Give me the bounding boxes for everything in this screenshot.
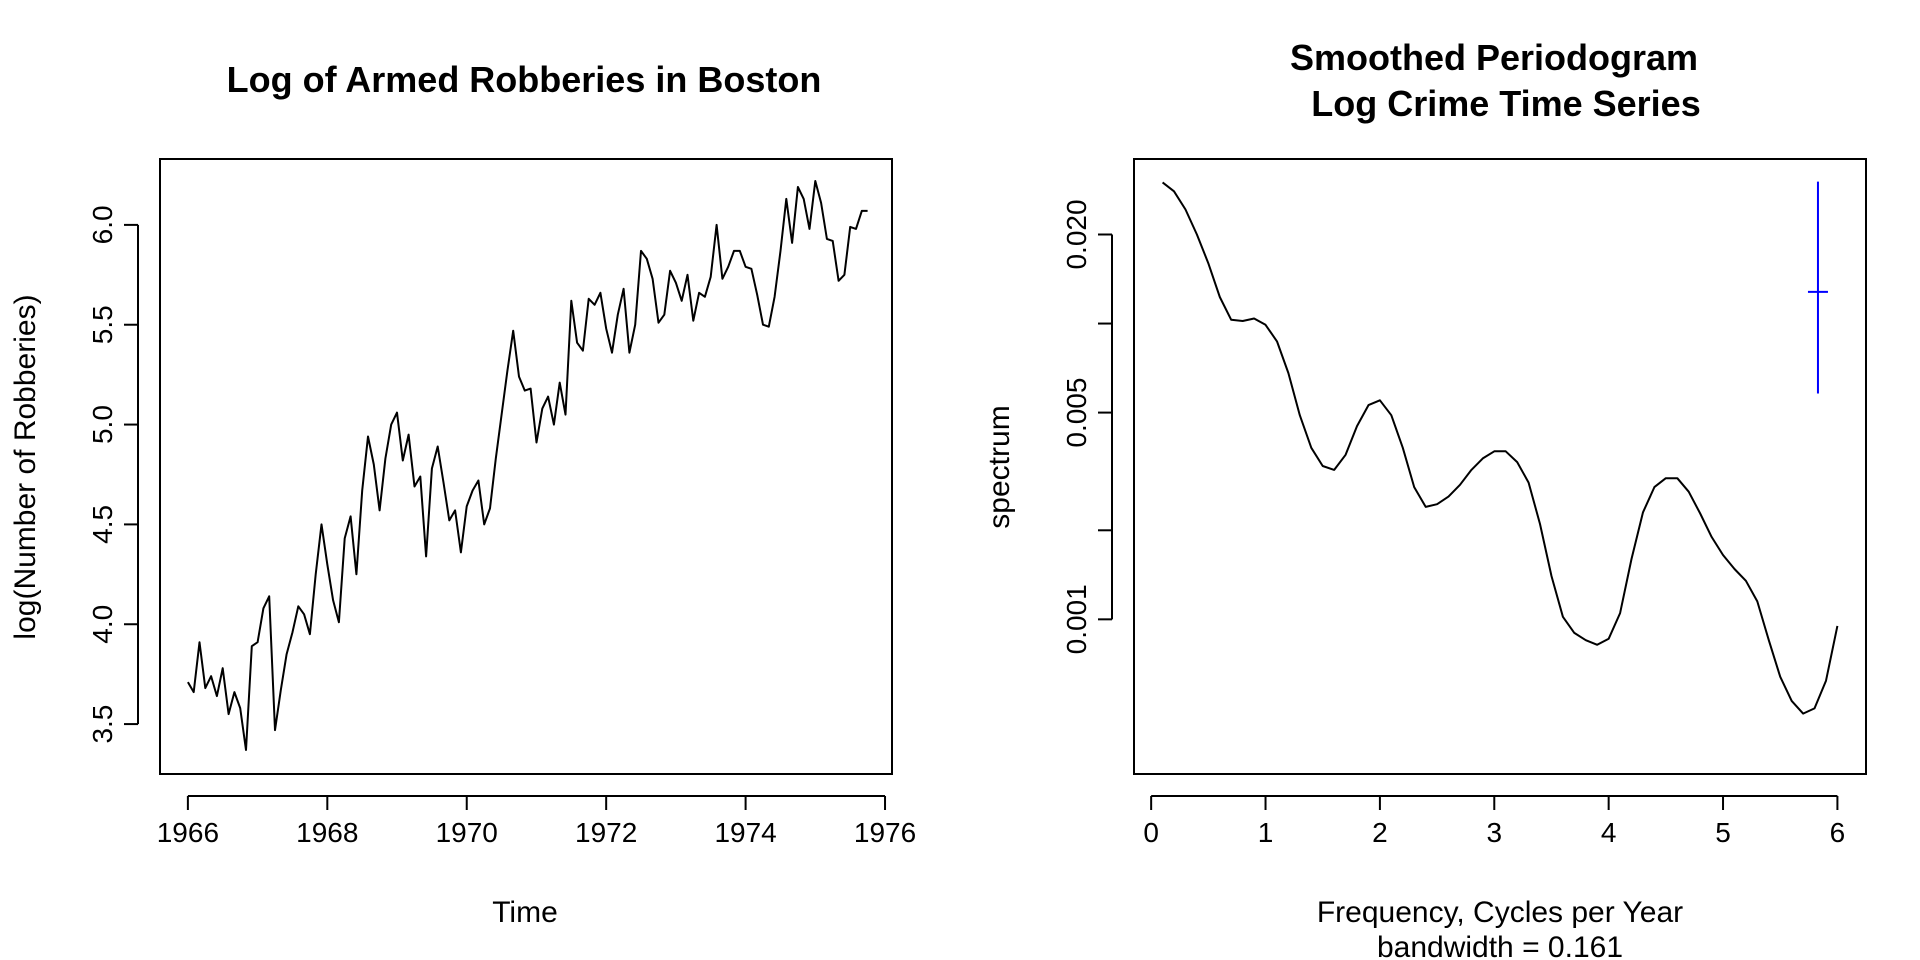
left-y-tick-label: 5.0	[87, 405, 118, 444]
left-y-tick-label: 4.0	[87, 605, 118, 644]
left-y-axis-label: log(Number of Robberies)	[9, 294, 42, 639]
left-x-tick-label: 1976	[854, 817, 916, 848]
right-x-tick-label: 6	[1830, 817, 1846, 848]
right-y-tick-label: 0.020	[1061, 199, 1092, 269]
left-y-tick-label: 3.5	[87, 705, 118, 744]
right-plot-frame	[1133, 158, 1867, 775]
right-y-axis: 0.001 0.005 0.020	[1061, 199, 1113, 654]
left-y-tick-label: 6.0	[87, 205, 118, 244]
left-chart-panel: Log of Armed Robberies in Boston 1966 196…	[9, 59, 916, 929]
right-series-group	[1161, 181, 1839, 715]
left-x-tick-label: 1974	[714, 817, 776, 848]
left-x-tick-label: 1972	[575, 817, 637, 848]
confidence-interval-group	[1807, 181, 1828, 394]
right-x-tick-label: 1	[1258, 817, 1274, 848]
left-y-tick-label: 4.5	[87, 505, 118, 544]
right-chart-title: Smoothed Periodogram	[1290, 37, 1698, 78]
right-chart-panel: Smoothed Periodogram Log Crime Time Seri…	[983, 37, 1867, 960]
right-x-tick-label: 5	[1715, 817, 1731, 848]
left-x-tick-label: 1966	[157, 817, 219, 848]
left-x-tick-label: 1968	[296, 817, 358, 848]
right-x-axis-label: Frequency, Cycles per Year	[1317, 896, 1683, 929]
left-y-tick-label: 5.5	[87, 305, 118, 344]
left-x-tick-label: 1970	[436, 817, 498, 848]
right-y-axis-label: spectrum	[983, 405, 1016, 528]
right-series-line	[1161, 181, 1839, 715]
left-series-line	[187, 180, 868, 751]
right-y-tick-label: 0.005	[1061, 378, 1092, 448]
left-plot-frame	[159, 158, 893, 775]
right-x-axis-sublabel: bandwidth = 0.161	[1377, 931, 1623, 960]
right-x-tick-label: 0	[1143, 817, 1159, 848]
left-chart-title: Log of Armed Robberies in Boston	[227, 59, 822, 100]
left-series-group	[187, 180, 868, 751]
right-chart-subtitle: Log Crime Time Series	[1311, 83, 1700, 124]
left-y-axis: 3.5 4.0 4.5 5.0 5.5 6.0	[87, 205, 139, 744]
left-x-axis-label: Time	[492, 896, 558, 929]
right-x-axis: 0 1 2 3 4 5 6	[1143, 795, 1846, 848]
left-x-axis: 1966 1968 1970 1972 1974 1976	[157, 795, 916, 848]
right-x-tick-label: 4	[1601, 817, 1617, 848]
right-y-tick-label: 0.001	[1061, 584, 1092, 654]
right-x-tick-label: 2	[1372, 817, 1388, 848]
right-x-tick-label: 3	[1486, 817, 1502, 848]
